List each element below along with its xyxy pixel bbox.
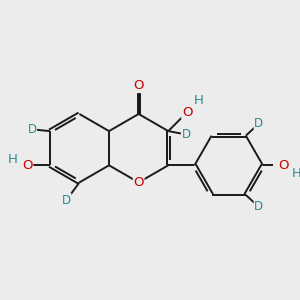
Text: O: O — [134, 80, 144, 92]
Text: O: O — [22, 159, 33, 172]
Text: D: D — [254, 117, 263, 130]
Text: D: D — [254, 200, 263, 213]
Text: D: D — [27, 123, 37, 136]
Text: H: H — [8, 153, 18, 166]
Text: O: O — [134, 176, 144, 189]
Text: D: D — [62, 194, 71, 207]
Text: O: O — [182, 106, 192, 119]
Text: H: H — [292, 167, 300, 180]
Text: D: D — [182, 128, 190, 141]
Text: H: H — [194, 94, 204, 107]
Text: O: O — [278, 159, 289, 172]
